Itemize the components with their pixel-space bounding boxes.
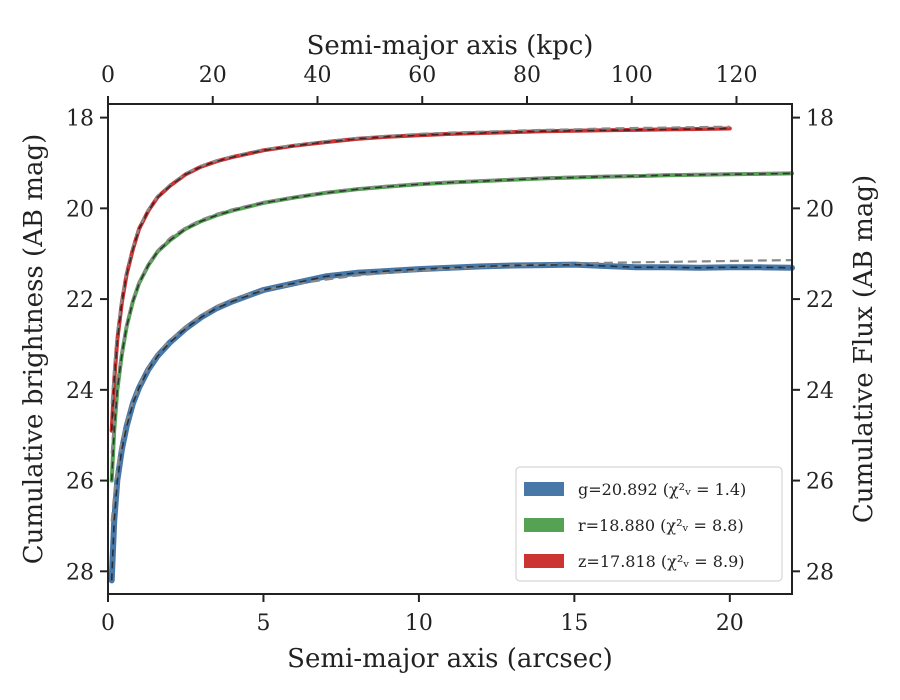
y2-tick-label: 24 bbox=[806, 379, 834, 404]
x-tick-label: 5 bbox=[256, 611, 270, 636]
legend: g=20.892 (χ²ᵥ = 1.4) r=18.880 (χ²ᵥ = 8.8)… bbox=[515, 466, 783, 582]
y2-tick-label: 18 bbox=[806, 107, 834, 132]
y2-tick-label: 22 bbox=[806, 288, 834, 313]
series-line-z bbox=[109, 126, 732, 433]
x-tick-label: 20 bbox=[716, 611, 744, 636]
fit-line-g bbox=[110, 263, 793, 581]
x2-axis-title: Semi-major axis (kpc) bbox=[307, 31, 594, 61]
y-tick-label: 20 bbox=[66, 197, 94, 222]
y2-tick-label: 26 bbox=[806, 470, 834, 495]
legend-swatch-g bbox=[524, 482, 564, 496]
axis-ticks: 0 5 10 15 20 0 20 40 60 80 100 120 18 18 20 20 22 22 24 24 2… bbox=[66, 63, 834, 636]
y-tick-label: 28 bbox=[66, 560, 94, 585]
legend-swatch-z bbox=[524, 554, 564, 568]
x2-tick-label: 40 bbox=[303, 63, 331, 88]
series-line-r bbox=[109, 171, 794, 483]
x2-tick-label: 20 bbox=[199, 63, 227, 88]
fit-line-z bbox=[110, 127, 730, 431]
x-tick-label: 15 bbox=[560, 611, 588, 636]
y-tick-label: 18 bbox=[66, 107, 94, 132]
legend-label-r: r=18.880 (χ²ᵥ = 8.8) bbox=[578, 516, 744, 535]
x-axis-title: Semi-major axis (arcsec) bbox=[287, 644, 613, 674]
y2-tick-label: 28 bbox=[806, 560, 834, 585]
y2-tick-label: 20 bbox=[806, 197, 834, 222]
legend-label-z: z=17.818 (χ²ᵥ = 8.9) bbox=[578, 552, 744, 571]
y-tick-label: 24 bbox=[66, 379, 94, 404]
y-axis-title: Cumulative brightness (AB mag) bbox=[19, 134, 49, 565]
y2-axis-title: Cumulative Flux (AB mag) bbox=[849, 175, 879, 523]
legend-box bbox=[515, 466, 783, 582]
x-tick-label: 10 bbox=[405, 611, 433, 636]
x2-tick-label: 80 bbox=[513, 63, 541, 88]
y-tick-label: 26 bbox=[66, 470, 94, 495]
plot-frame bbox=[107, 103, 793, 595]
x2-tick-label: 60 bbox=[408, 63, 436, 88]
plot-area bbox=[108, 125, 795, 584]
x-tick-label: 0 bbox=[101, 611, 115, 636]
x2-tick-label: 120 bbox=[715, 63, 757, 88]
fit-line-r bbox=[110, 172, 793, 481]
y-tick-label: 22 bbox=[66, 288, 94, 313]
model-line-z bbox=[110, 125, 730, 404]
x2-tick-label: 0 bbox=[101, 63, 115, 88]
x2-tick-label: 100 bbox=[611, 63, 653, 88]
legend-swatch-r bbox=[524, 518, 564, 532]
legend-label-g: g=20.892 (χ²ᵥ = 1.4) bbox=[578, 480, 746, 499]
